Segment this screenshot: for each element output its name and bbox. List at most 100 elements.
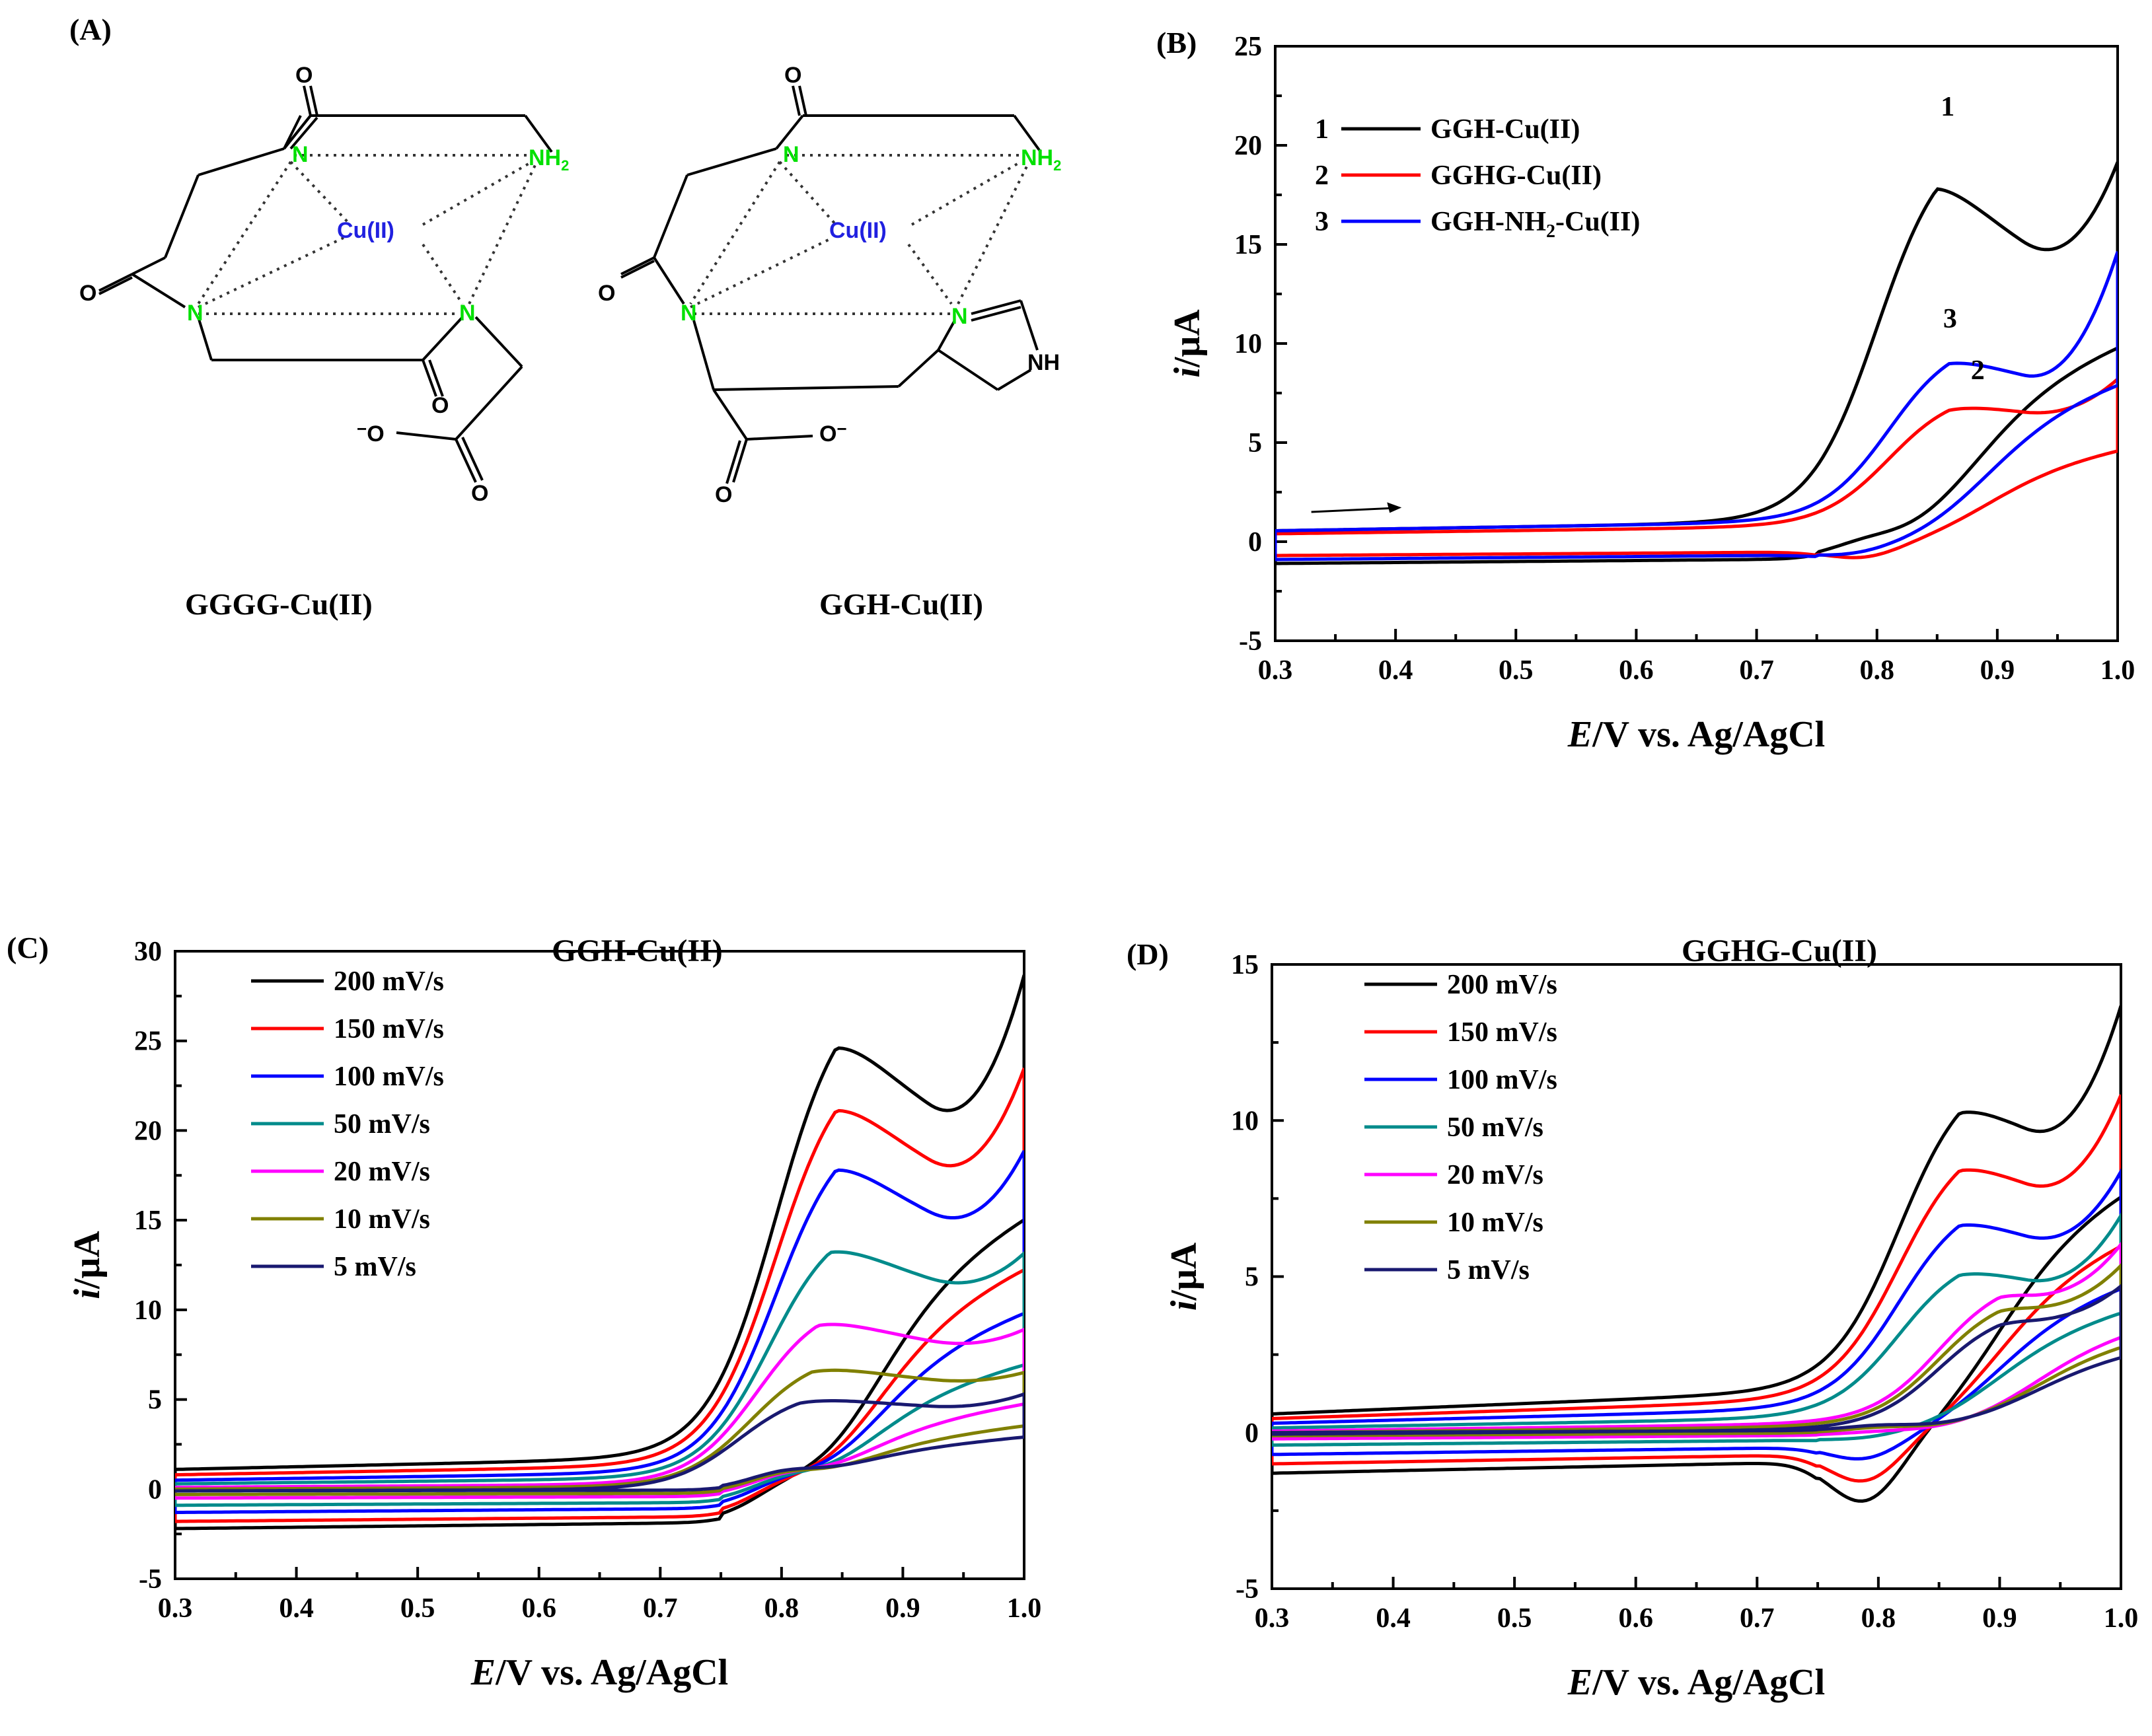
atom-n-5: N bbox=[681, 301, 697, 326]
structure-ggh-cu bbox=[620, 85, 1042, 484]
peak-annotation: 3 bbox=[1943, 304, 1957, 334]
atom-n-4: N bbox=[783, 142, 799, 167]
x-tick-label: 0.6 bbox=[1619, 655, 1654, 686]
x-tick-label: 1.0 bbox=[1007, 1593, 1042, 1624]
series-line-3 bbox=[1275, 251, 2118, 561]
series-line-7 bbox=[1272, 1284, 2121, 1436]
series-line-4 bbox=[1272, 1212, 2121, 1447]
x-tick-label: 1.0 bbox=[2100, 655, 2135, 686]
series-line-5 bbox=[1272, 1241, 2121, 1441]
atom-o-1b: O bbox=[79, 281, 96, 306]
y-tick-label: 5 bbox=[148, 1385, 162, 1416]
y-tick-label: 15 bbox=[134, 1206, 162, 1236]
peak-annotation: 2 bbox=[1971, 355, 1985, 386]
legend-label: 10 mV/s bbox=[1447, 1208, 1543, 1238]
legend-label: 5 mV/s bbox=[334, 1252, 416, 1282]
x-tick-label: 0.7 bbox=[643, 1593, 678, 1624]
scan-direction-arrowhead bbox=[1387, 502, 1402, 513]
x-tick-label: 0.8 bbox=[1859, 655, 1894, 686]
y-tick-label: 15 bbox=[1234, 230, 1262, 260]
atom-o-2a: O bbox=[784, 63, 801, 88]
metal-label-2: Cu(II) bbox=[829, 218, 887, 243]
legend-label: GGHG-Cu(II) bbox=[1430, 161, 1602, 191]
x-tick-label: 0.7 bbox=[1740, 1603, 1775, 1634]
x-tick-label: 0.4 bbox=[279, 1593, 314, 1624]
x-axis-label: E/V vs. Ag/AgCl bbox=[470, 1652, 729, 1693]
series-line-2 bbox=[175, 1067, 1024, 1523]
peak-annotation: 1 bbox=[1941, 92, 1954, 122]
x-tick-label: 0.5 bbox=[1497, 1603, 1532, 1634]
y-tick-label: 0 bbox=[1248, 527, 1262, 558]
x-tick-label: 1.0 bbox=[2104, 1603, 2139, 1634]
atom-o-2c: O bbox=[715, 482, 732, 507]
x-tick-label: 0.4 bbox=[1376, 1603, 1411, 1634]
y-tick-label: 20 bbox=[1234, 131, 1262, 161]
y-tick-label: 10 bbox=[134, 1295, 162, 1326]
y-tick-label: 0 bbox=[148, 1474, 162, 1505]
series-line-7 bbox=[175, 1392, 1024, 1493]
series-line-2 bbox=[1272, 1094, 2121, 1483]
atom-o-2b: O bbox=[598, 281, 615, 306]
legend-number: 1 bbox=[1315, 114, 1329, 145]
series-line-1 bbox=[175, 974, 1024, 1531]
atom-ominus-2: O− bbox=[819, 419, 847, 447]
atom-ominus-1: −O bbox=[357, 419, 385, 447]
y-axis-label: i/μA bbox=[1167, 309, 1208, 378]
caption-ggh: GGH-Cu(II) bbox=[819, 587, 983, 621]
y-tick-label: 5 bbox=[1245, 1262, 1259, 1293]
structure-gggg-cu-coordination bbox=[197, 154, 537, 315]
y-tick-label: 10 bbox=[1231, 1106, 1259, 1136]
atom-n-3: N bbox=[459, 301, 476, 326]
chart-title: GGHG-Cu(II) bbox=[1682, 933, 1877, 968]
y-tick-label: -5 bbox=[139, 1564, 162, 1595]
x-tick-label: 0.8 bbox=[764, 1593, 799, 1624]
legend-label: 10 mV/s bbox=[334, 1204, 430, 1235]
panel-b-label: (B) bbox=[1156, 26, 1197, 59]
atom-o-1a: O bbox=[295, 63, 313, 88]
atom-o-1c: O bbox=[431, 393, 449, 418]
y-tick-label: 10 bbox=[1234, 329, 1262, 359]
metal-label-1: Cu(II) bbox=[337, 218, 394, 243]
x-tick-label: 0.5 bbox=[1499, 655, 1534, 686]
series-line-3 bbox=[175, 1150, 1024, 1515]
x-tick-label: 0.6 bbox=[521, 1593, 556, 1624]
atom-n-2: N bbox=[187, 301, 204, 326]
series-line-5 bbox=[175, 1322, 1024, 1500]
x-tick-label: 0.3 bbox=[1255, 1603, 1290, 1634]
structure-ggh-cu-coordination bbox=[689, 154, 1029, 315]
series-line-6 bbox=[175, 1368, 1024, 1496]
atom-n-1: N bbox=[292, 142, 309, 167]
x-tick-label: 0.8 bbox=[1861, 1603, 1896, 1634]
series-line-3 bbox=[1272, 1168, 2121, 1461]
legend-label: GGH-NH2-Cu(II) bbox=[1430, 207, 1640, 242]
series-line-1 bbox=[1272, 1005, 2121, 1503]
y-tick-label: 30 bbox=[134, 937, 162, 967]
legend-label: 150 mV/s bbox=[1447, 1017, 1557, 1048]
legend-label: 200 mV/s bbox=[334, 966, 444, 997]
chart-title: GGH-Cu(II) bbox=[552, 933, 723, 968]
legend-number: 3 bbox=[1315, 207, 1329, 237]
y-axis-label: i/μA bbox=[1164, 1242, 1205, 1311]
panel-a-structures: (A) N N bbox=[69, 13, 1061, 621]
legend-label: 50 mV/s bbox=[334, 1109, 430, 1139]
panel-a-label: (A) bbox=[69, 13, 112, 46]
y-tick-label: 25 bbox=[1234, 32, 1262, 62]
x-tick-label: 0.5 bbox=[400, 1593, 435, 1624]
series-line-2 bbox=[1275, 377, 2118, 560]
x-tick-label: 0.6 bbox=[1618, 1603, 1653, 1634]
legend-label: 200 mV/s bbox=[1447, 970, 1557, 1000]
y-tick-label: 5 bbox=[1248, 428, 1262, 458]
atom-nh2-2: NH2 bbox=[1021, 145, 1061, 174]
legend-label: 5 mV/s bbox=[1447, 1255, 1530, 1285]
panel-c-chart: (C) 0.3 0.4 0.5 0.6 0.7 0.8 0.9 1.0 -5 0 5 10 15 20 25 3… bbox=[7, 931, 1042, 1693]
y-tick-label: -5 bbox=[1239, 626, 1262, 657]
y-tick-label: -5 bbox=[1236, 1574, 1259, 1605]
structure-gggg-cu bbox=[98, 85, 553, 483]
x-tick-label: 0.3 bbox=[158, 1593, 193, 1624]
y-tick-label: 0 bbox=[1245, 1418, 1259, 1449]
atom-o-1d: O bbox=[471, 481, 488, 506]
scan-direction-arrow bbox=[1311, 507, 1396, 513]
x-tick-label: 0.9 bbox=[885, 1593, 920, 1624]
legend-number: 2 bbox=[1315, 161, 1329, 191]
panel-d-label: (D) bbox=[1127, 937, 1169, 971]
